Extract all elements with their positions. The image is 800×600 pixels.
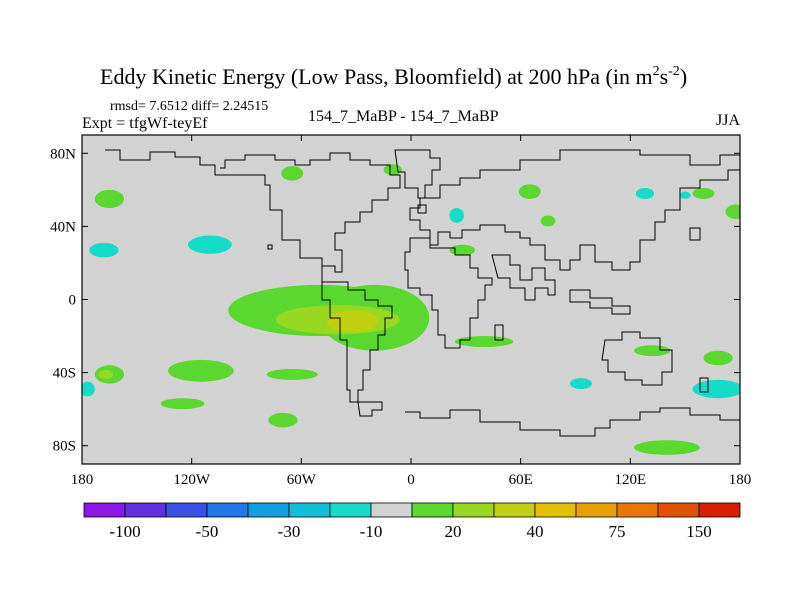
season-label: JJA <box>716 112 740 129</box>
x-tick-label-1: 120W <box>173 472 211 488</box>
colorbar-label-0: -100 <box>109 522 140 541</box>
y-tick-label-2: 0 <box>69 293 77 309</box>
coast-africa <box>404 237 493 349</box>
coast-arabia-india <box>491 254 556 301</box>
title-main: Eddy Kinetic Energy (Low Pass, Bloomfiel… <box>100 64 653 89</box>
coast-uk <box>417 204 427 214</box>
colorbar-label-7: 150 <box>686 522 712 541</box>
colorbar-swatch-12 <box>575 502 618 518</box>
colorbar-swatch-4 <box>247 502 290 518</box>
coast-new-zealand <box>699 377 709 393</box>
contour-region-18 <box>268 412 298 428</box>
contour-region-1 <box>281 166 304 181</box>
x-tick-label-0: 180 <box>71 472 94 488</box>
contour-region-28 <box>635 188 655 199</box>
colorbar: -100 -50 -30 -10 20 40 75 150 <box>83 502 741 541</box>
colorbar-swatch-11 <box>534 502 577 518</box>
colorbar-swatch-14 <box>657 502 700 518</box>
title-sup1: 2 <box>653 64 660 79</box>
colorbar-label-4: 20 <box>445 522 462 541</box>
coast-north-america <box>105 149 401 273</box>
colorbar-swatch-8 <box>411 502 454 518</box>
contour-region-17 <box>160 398 205 410</box>
coast-madagascar <box>494 324 504 341</box>
contour-regions <box>82 164 740 455</box>
colorbar-swatch-13 <box>616 502 659 518</box>
contour-region-22 <box>188 235 232 254</box>
y-tick-label-4: 80S <box>53 439 76 455</box>
contour-region-0 <box>94 189 125 209</box>
colorbar-label-6: 75 <box>609 522 626 541</box>
coast-japan <box>689 227 701 241</box>
colorbar-swatch-5 <box>288 502 331 518</box>
stats-label: rmsd= 7.6512 diff= 2.24515 <box>110 99 268 114</box>
coast-greenland <box>394 149 441 199</box>
colorbar-swatch-1 <box>124 502 167 518</box>
y-axis: 80N 40N 0 40S 80S <box>50 146 740 455</box>
contour-region-11 <box>326 310 379 333</box>
contour-region-19 <box>633 345 671 357</box>
x-tick-label-4: 60E <box>509 472 533 488</box>
y-tick-label-0: 80N <box>50 146 76 162</box>
contour-region-3 <box>518 184 541 199</box>
title-close: ) <box>680 64 687 89</box>
coast-indonesia <box>569 289 631 315</box>
coast-hawaii <box>267 244 273 250</box>
colorbar-swatch-3 <box>206 502 249 518</box>
contour-region-27 <box>82 381 95 397</box>
contour-region-15 <box>98 369 114 380</box>
colorbar-swatch-9 <box>452 502 495 518</box>
contour-region-25 <box>570 378 592 390</box>
contour-region-6 <box>725 204 740 220</box>
colorbar-swatch-2 <box>165 502 208 518</box>
contour-region-26 <box>692 379 740 399</box>
title-s: s <box>660 64 669 89</box>
expt-label: Expt = tfgWf-teyEf <box>82 115 208 132</box>
x-tick-label-6: 180 <box>729 472 752 488</box>
y-tick-label-3: 40S <box>53 366 76 382</box>
colorbar-swatch-10 <box>493 502 536 518</box>
x-tick-label-5: 120E <box>614 472 646 488</box>
coastlines <box>105 149 740 437</box>
colorbar-swatch-7 <box>370 502 413 518</box>
contour-region-4 <box>540 215 556 227</box>
contour-region-29 <box>679 191 691 199</box>
x-tick-label-2: 60W <box>287 472 317 488</box>
colorbar-label-5: 40 <box>527 522 544 541</box>
contour-region-21 <box>633 440 700 455</box>
x-axis: 180 120W 60W 0 60E 120E 180 <box>71 135 752 488</box>
x-tick-label-3: 0 <box>407 472 415 488</box>
contour-region-2 <box>383 164 402 176</box>
coast-south-america <box>321 266 393 403</box>
colorbar-label-3: -10 <box>360 522 383 541</box>
title-sup2: -2 <box>668 64 680 79</box>
colorbar-label-1: -50 <box>196 522 219 541</box>
contour-region-23 <box>89 242 119 258</box>
colorbar-label-2: -30 <box>278 522 301 541</box>
contour-region-5 <box>692 188 715 199</box>
contour-region-7 <box>449 244 475 256</box>
coast-eurasia <box>409 149 740 271</box>
y-tick-label-1: 40N <box>50 219 76 235</box>
coast-australia <box>601 331 673 386</box>
coast-antarctica <box>405 407 740 437</box>
contour-region-24 <box>449 208 465 223</box>
colorbar-swatch-0 <box>83 502 126 518</box>
contour-region-16 <box>266 368 318 380</box>
chart-title: Eddy Kinetic Energy (Low Pass, Bloomfiel… <box>100 64 687 89</box>
center-label: 154_7_MaBP - 154_7_MaBP <box>308 108 499 125</box>
colorbar-swatch-15 <box>698 502 741 518</box>
contour-region-13 <box>167 359 234 382</box>
coast-antarctic-peninsula <box>357 401 383 417</box>
contour-region-20 <box>703 350 733 366</box>
colorbar-swatch-6 <box>329 502 372 518</box>
contour-region-12 <box>454 336 514 348</box>
